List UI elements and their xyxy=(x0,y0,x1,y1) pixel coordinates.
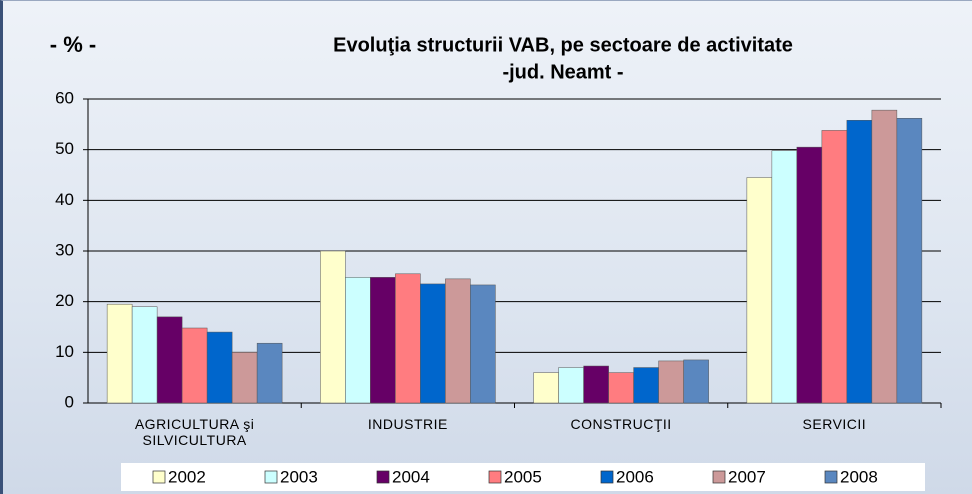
legend-swatch xyxy=(264,470,278,484)
chart-canvas: - % - Evoluţia structurii VAB, pe sectoa… xyxy=(50,32,942,491)
chart-title: Evoluţia structurii VAB, pe sectoare de … xyxy=(333,34,793,56)
bar xyxy=(771,150,798,404)
bar xyxy=(320,250,346,404)
y-tick-label: 20 xyxy=(55,291,74,310)
bar xyxy=(370,277,396,404)
bar xyxy=(608,372,634,404)
legend-swatch xyxy=(600,470,614,484)
bar xyxy=(583,365,609,404)
bar xyxy=(821,130,848,404)
bar xyxy=(558,367,584,404)
legend-label: 2008 xyxy=(840,467,878,486)
legend-label: 2007 xyxy=(728,467,766,486)
legend-swatch xyxy=(824,470,838,484)
bar xyxy=(256,342,283,404)
x-tick-label: INDUSTRIE xyxy=(367,416,448,432)
legend-label: 2006 xyxy=(616,467,654,486)
bar xyxy=(896,118,923,404)
legend-label: 2004 xyxy=(392,467,430,486)
y-tick-label: 60 xyxy=(55,88,74,107)
bar xyxy=(345,277,371,404)
bar xyxy=(746,177,773,404)
bar xyxy=(181,327,208,404)
chart-subtitle: -jud. Neamt - xyxy=(502,61,623,83)
legend-swatch xyxy=(152,470,166,484)
bar xyxy=(206,331,233,404)
x-tick-label: CONSTRUCŢII xyxy=(570,416,672,432)
x-tick-label: AGRICULTURA şi SILVICULTURA xyxy=(134,416,255,448)
bar xyxy=(533,372,559,404)
bar xyxy=(846,120,873,404)
y-tick-label: 50 xyxy=(55,139,74,158)
legend-label: 2005 xyxy=(504,467,542,486)
bar xyxy=(106,303,133,404)
y-axis-label: - % - xyxy=(50,32,96,57)
bar xyxy=(420,283,446,404)
bar xyxy=(658,360,684,404)
bar xyxy=(796,146,823,404)
bar xyxy=(871,109,898,404)
bar xyxy=(231,352,258,404)
y-tick-label: 30 xyxy=(55,240,74,259)
legend-swatch xyxy=(376,470,390,484)
bar xyxy=(683,359,709,404)
legend-box xyxy=(121,463,925,491)
y-tick-label: 0 xyxy=(65,392,74,411)
y-tick-label: 10 xyxy=(55,342,74,361)
x-tick-label: SERVICII xyxy=(802,416,867,432)
legend-label: 2003 xyxy=(280,467,318,486)
y-tick-label: 40 xyxy=(55,190,74,209)
legend-label: 2002 xyxy=(168,467,206,486)
legend-swatch xyxy=(712,470,726,484)
bar xyxy=(156,316,183,404)
bar xyxy=(395,273,421,404)
bar xyxy=(131,306,158,404)
bar xyxy=(470,284,496,404)
bar xyxy=(633,367,659,404)
bar xyxy=(445,278,471,404)
legend-swatch xyxy=(488,470,502,484)
